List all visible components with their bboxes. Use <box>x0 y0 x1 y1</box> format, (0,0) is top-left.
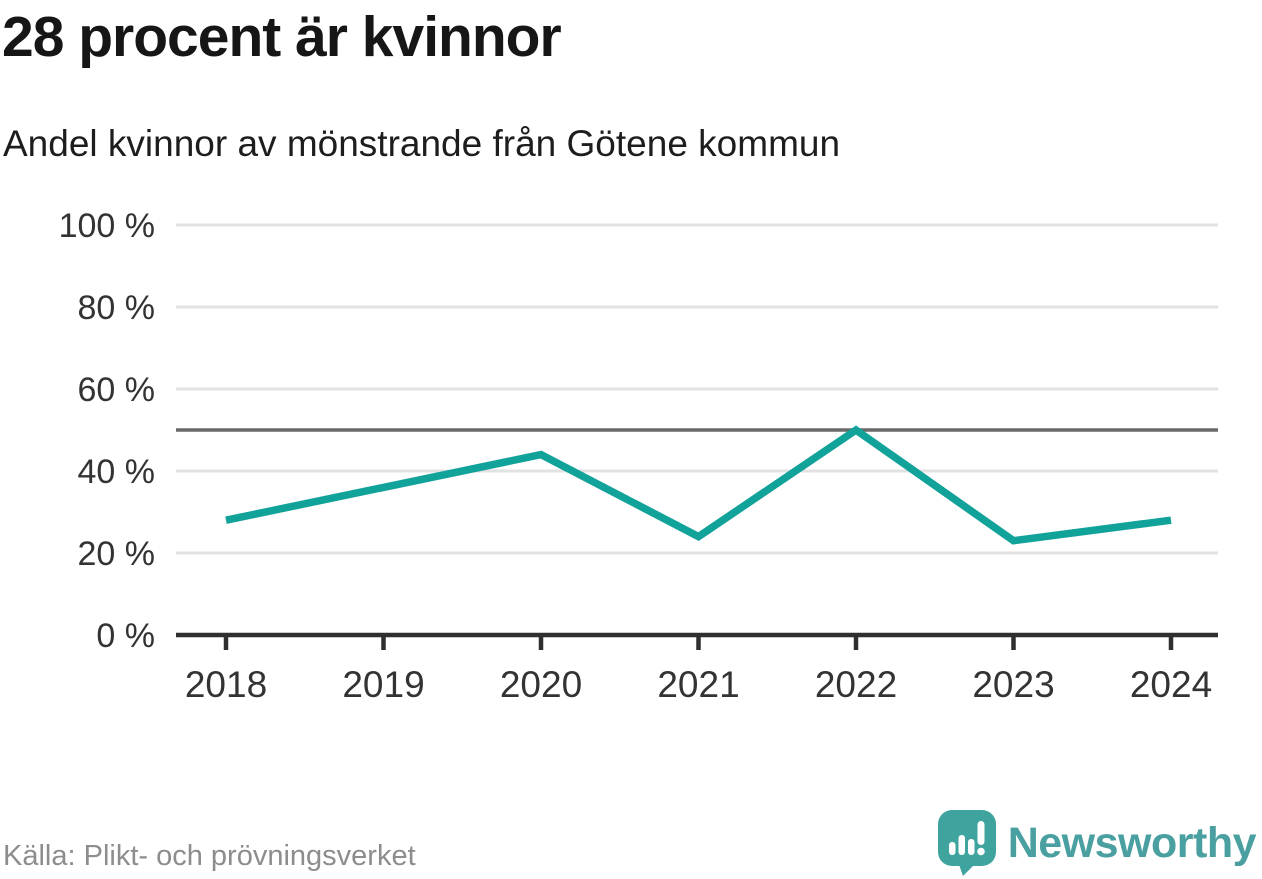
exclamation-dot <box>976 847 985 856</box>
x-tick-label: 2024 <box>1130 664 1212 705</box>
y-tick-label: 40 % <box>78 453 156 491</box>
x-tick-label: 2021 <box>657 664 739 705</box>
bar-2 <box>958 835 965 855</box>
x-tick-label: 2018 <box>185 664 267 705</box>
y-tick-label: 80 % <box>78 289 156 327</box>
chart-title: 28 procent är kvinnor <box>2 5 562 69</box>
bar-3 <box>967 839 975 855</box>
source-note: Källa: Plikt- och prövningsverket <box>3 840 416 872</box>
exclamation-stem <box>977 821 985 845</box>
data-line <box>225 425 1172 545</box>
x-tick-label: 2023 <box>972 664 1054 705</box>
x-tick-label: 2020 <box>500 664 582 705</box>
y-tick-label: 0 % <box>96 617 155 655</box>
chart-subtitle: Andel kvinnor av mönstrande från Götene … <box>3 123 841 164</box>
brand-logo: Newsworthy <box>937 810 1257 876</box>
y-tick-label: 20 % <box>78 535 156 573</box>
bar-1 <box>948 842 956 855</box>
newsworthy-icon <box>937 810 996 876</box>
brand-wordmark: Newsworthy <box>1007 818 1257 867</box>
y-tick-label: 60 % <box>78 371 156 409</box>
speech-bubble-shape <box>937 810 996 876</box>
y-tick-label: 100 % <box>59 207 155 245</box>
x-tick-label: 2022 <box>815 664 897 705</box>
x-tick-label: 2019 <box>342 664 424 705</box>
